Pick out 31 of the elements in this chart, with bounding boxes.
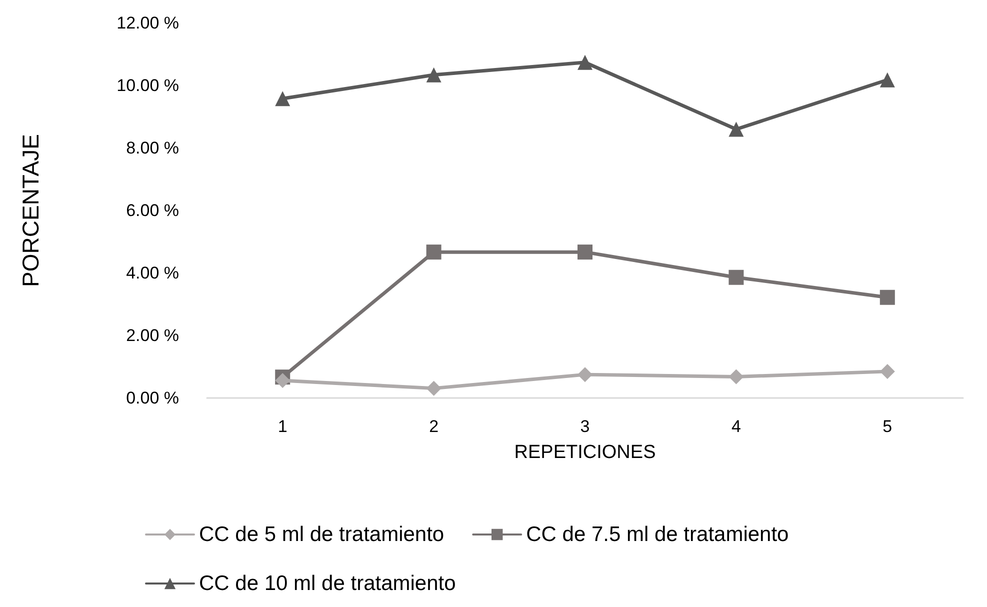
point xyxy=(728,122,744,137)
y-tick-label: 8.00 % xyxy=(126,138,179,158)
y-tick-label: 12.00 % xyxy=(116,14,179,32)
x-tick-label: 4 xyxy=(731,417,741,436)
y-tick-label: 4.00 % xyxy=(126,264,179,282)
point xyxy=(578,244,592,260)
point xyxy=(426,244,442,260)
y-tick-label: 2.00 % xyxy=(126,326,179,345)
point xyxy=(880,364,895,379)
y-tick-label: 10.00 % xyxy=(116,76,179,95)
point xyxy=(880,290,895,305)
point xyxy=(275,91,290,106)
point xyxy=(578,367,592,382)
y-axis-title: PORCENTAJE xyxy=(18,134,44,287)
point xyxy=(728,369,744,384)
x-tick-label: 3 xyxy=(580,417,590,436)
y-tick-label: 0.00 % xyxy=(126,388,179,408)
point xyxy=(880,72,895,88)
point xyxy=(426,67,442,82)
point xyxy=(578,54,592,70)
point xyxy=(426,380,442,396)
x-axis-title: REPETICIONES xyxy=(514,442,656,463)
x-tick-label: 2 xyxy=(429,417,439,436)
point xyxy=(728,270,744,285)
legend-label: CC de 10 ml de tratamiento xyxy=(199,572,456,595)
y-tick-label: 6.00 % xyxy=(126,201,179,220)
legend-label: CC de 7.5 ml de tratamiento xyxy=(526,523,789,546)
legend-label: CC de 5 ml de tratamiento xyxy=(199,523,444,546)
x-tick-label: 5 xyxy=(882,417,892,436)
point xyxy=(275,373,290,388)
x-tick-label: 1 xyxy=(278,417,288,436)
